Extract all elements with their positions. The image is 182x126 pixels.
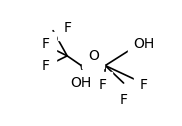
Text: OH: OH <box>71 76 92 90</box>
Text: F: F <box>63 21 71 35</box>
Text: F: F <box>98 78 106 92</box>
Text: F: F <box>42 37 50 51</box>
Text: F: F <box>120 93 128 107</box>
Text: O: O <box>88 49 99 63</box>
Text: F: F <box>42 59 50 73</box>
Text: OH: OH <box>133 37 155 51</box>
Text: F: F <box>139 78 147 92</box>
